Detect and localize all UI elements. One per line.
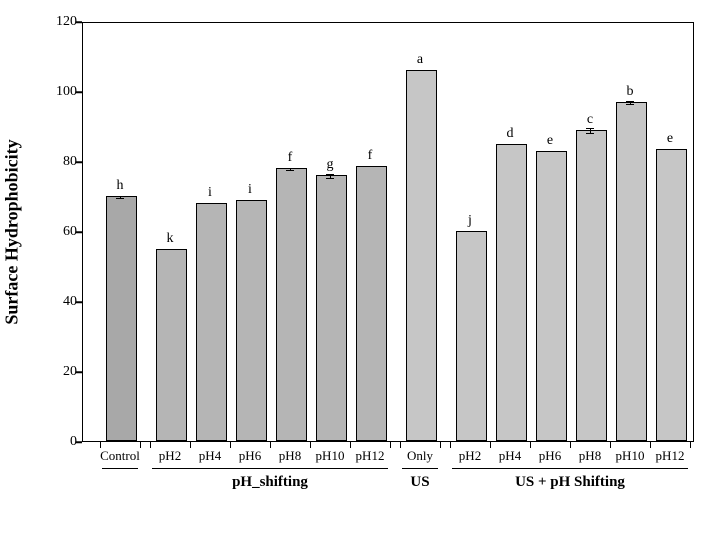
x-tick-label: pH8 (279, 448, 301, 464)
y-tick-label: 20 (63, 364, 77, 380)
error-cap (626, 104, 634, 105)
y-tick-label: 0 (70, 434, 77, 450)
x-tick-label: pH10 (616, 448, 645, 464)
group-underline (152, 468, 388, 469)
x-tick-label: Only (407, 448, 433, 464)
bar-significance-letter: i (248, 182, 252, 198)
x-tick-label: pH4 (499, 448, 521, 464)
x-tick-label: pH10 (316, 448, 345, 464)
y-tick-label: 120 (56, 14, 77, 30)
bar-significance-letter: j (468, 213, 472, 229)
x-tick-label: pH8 (579, 448, 601, 464)
error-cap (116, 198, 124, 199)
x-tick (390, 442, 391, 448)
x-tick-label: pH6 (239, 448, 261, 464)
x-tick (610, 442, 611, 448)
bar-significance-letter: b (627, 84, 634, 100)
x-tick-label: pH6 (539, 448, 561, 464)
x-tick (570, 442, 571, 448)
x-tick (690, 442, 691, 448)
x-tick (490, 442, 491, 448)
error-cap (286, 170, 294, 171)
group-label: pH_shifting (232, 474, 308, 491)
bar (456, 231, 487, 441)
group-underline (102, 468, 138, 469)
bar (656, 149, 687, 441)
x-tick (440, 442, 441, 448)
bar (316, 175, 347, 441)
group-label: US + pH Shifting (515, 474, 625, 491)
x-tick (450, 442, 451, 448)
x-tick (270, 442, 271, 448)
group-label: US (410, 474, 429, 491)
bar (496, 144, 527, 442)
x-tick (150, 442, 151, 448)
y-tick-label: 40 (63, 294, 77, 310)
bar-significance-letter: k (167, 231, 174, 247)
error-cap (586, 128, 594, 129)
group-underline (402, 468, 438, 469)
bar (406, 70, 437, 441)
y-tick-label: 60 (63, 224, 77, 240)
bar (356, 166, 387, 441)
x-tick-label: pH12 (656, 448, 685, 464)
x-tick-label: pH12 (356, 448, 385, 464)
error-cap (586, 133, 594, 134)
x-tick-label: Control (100, 448, 140, 464)
error-cap (116, 196, 124, 197)
x-tick-label: pH2 (459, 448, 481, 464)
bar (236, 200, 267, 442)
x-tick (140, 442, 141, 448)
x-tick (400, 442, 401, 448)
error-cap (326, 178, 334, 179)
y-axis-label: Surface Hydrophobicity (2, 139, 23, 324)
x-tick (650, 442, 651, 448)
y-tick-label: 100 (56, 84, 77, 100)
chart-container: Surface Hydrophobicity 0 20 40 60 80 100 120 h C… (0, 0, 723, 536)
x-tick (310, 442, 311, 448)
bar-significance-letter: i (208, 185, 212, 201)
bar-significance-letter: f (368, 148, 373, 164)
x-tick (190, 442, 191, 448)
bar-significance-letter: e (547, 133, 553, 149)
bar (196, 203, 227, 441)
bar (276, 168, 307, 441)
group-underline (452, 468, 688, 469)
bar-significance-letter: h (117, 178, 124, 194)
bar-significance-letter: a (417, 52, 423, 68)
bar-significance-letter: f (288, 150, 293, 166)
bar (106, 196, 137, 441)
x-tick-label: pH4 (199, 448, 221, 464)
bar (616, 102, 647, 442)
bar-significance-letter: e (667, 131, 673, 147)
bar-significance-letter: c (587, 112, 593, 128)
x-tick (350, 442, 351, 448)
error-cap (286, 168, 294, 169)
x-tick-label: pH2 (159, 448, 181, 464)
x-tick (530, 442, 531, 448)
error-cap (626, 101, 634, 102)
bar (576, 130, 607, 442)
error-cap (326, 174, 334, 175)
bar-significance-letter: g (327, 157, 334, 173)
bar (536, 151, 567, 442)
plot-area (82, 22, 694, 442)
x-tick (230, 442, 231, 448)
bar (156, 249, 187, 442)
y-tick-label: 80 (63, 154, 77, 170)
bar-significance-letter: d (507, 126, 514, 142)
